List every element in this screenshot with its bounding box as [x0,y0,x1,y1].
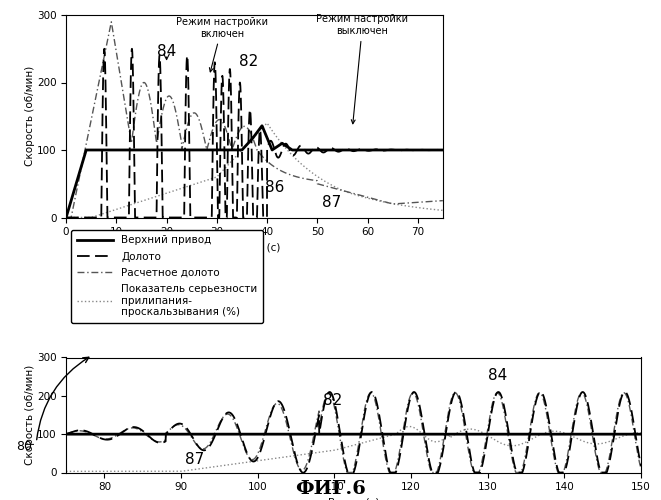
Text: Режим настройки
включен: Режим настройки включен [176,17,268,72]
Text: ФИГ.6: ФИГ.6 [295,480,366,498]
Text: 86: 86 [264,180,284,195]
Text: 84: 84 [488,368,507,384]
Legend: Верхний привод, Долото, Расчетное долото, Показатель серьезности
прилипания-
про: Верхний привод, Долото, Расчетное долото… [71,230,263,322]
Text: 87: 87 [323,196,342,210]
Text: Режим настройки
выключен: Режим настройки выключен [317,14,408,124]
Text: 82: 82 [323,394,342,408]
X-axis label: Время (с): Время (с) [229,243,280,253]
Text: 82: 82 [239,54,258,68]
Y-axis label: Скорость (об/мин): Скорость (об/мин) [25,365,36,465]
X-axis label: Время (с): Время (с) [328,498,379,500]
Text: 87: 87 [185,452,204,467]
Text: 80: 80 [17,440,32,453]
Y-axis label: Скорость (об/мин): Скорость (об/мин) [25,66,36,166]
Text: 84: 84 [157,44,176,59]
